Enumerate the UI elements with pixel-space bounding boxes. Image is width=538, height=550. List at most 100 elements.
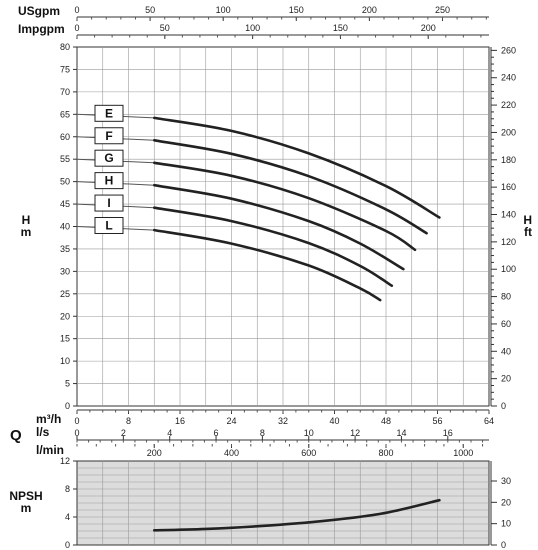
h-m-tick-label: 70	[60, 87, 70, 97]
impgpm-tick-label: 150	[333, 23, 348, 33]
npsh-ft-tick-label: 10	[501, 519, 511, 529]
head-curve-g	[153, 161, 417, 252]
ls-tick-label: 14	[396, 428, 406, 438]
h-m-tick-label: 50	[60, 177, 70, 187]
h-ft-tick-label: 240	[501, 73, 516, 83]
h-ft-tick-label: 80	[501, 292, 511, 302]
m3h-tick-label: 32	[278, 416, 288, 426]
curve-label-box-e	[94, 104, 124, 122]
h-m-tick-label: 60	[60, 132, 70, 142]
h-ft-tick-label: 160	[501, 182, 516, 192]
h-ft-axis-title: H	[523, 213, 532, 227]
ls-tick-label: 0	[74, 428, 79, 438]
lmin-unit-label: l/min	[36, 443, 64, 457]
lmin-tick-label: 200	[147, 448, 162, 458]
npsh-curve	[153, 498, 441, 532]
npsh-ft-tick-label: 20	[501, 497, 511, 507]
m3h-tick-label: 56	[432, 416, 442, 426]
curve-label-h: H	[105, 174, 114, 188]
h-m-axis-title: m	[21, 225, 32, 239]
h-m-tick-label: 40	[60, 222, 70, 232]
npsh-axis-title: NPSH	[9, 489, 42, 503]
impgpm-tick-label: 0	[74, 23, 79, 33]
npsh-m-tick-label: 0	[65, 540, 70, 550]
h-ft-tick-label: 120	[501, 237, 516, 247]
head-curve-f	[153, 139, 428, 235]
ls-tick-label: 10	[304, 428, 314, 438]
curve-label-box-i	[94, 194, 124, 212]
h-m-tick-label: 25	[60, 289, 70, 299]
ls-tick-label: 6	[214, 428, 219, 438]
h-ft-tick-label: 180	[501, 155, 516, 165]
h-m-tick-label: 80	[60, 42, 70, 52]
h-ft-tick-label: 0	[501, 401, 506, 411]
h-m-tick-label: 5	[65, 379, 70, 389]
h-ft-tick-label: 100	[501, 264, 516, 274]
usgpm-tick-label: 100	[216, 5, 231, 15]
impgpm-tick-label: 50	[160, 23, 170, 33]
lmin-tick-label: 1000	[453, 448, 473, 458]
lmin-tick-label: 400	[224, 448, 239, 458]
h-m-tick-label: 65	[60, 109, 70, 119]
ls-tick-label: 4	[167, 428, 172, 438]
curve-label-g: G	[104, 151, 113, 165]
m3h-tick-label: 24	[226, 416, 236, 426]
h-m-tick-label: 35	[60, 244, 70, 254]
curve-label-f: F	[105, 129, 112, 143]
h-m-tick-label: 75	[60, 64, 70, 74]
usgpm-tick-label: 150	[289, 5, 304, 15]
usgpm-unit-label: USgpm	[18, 4, 60, 18]
h-ft-tick-label: 40	[501, 346, 511, 356]
m3h-tick-label: 0	[74, 416, 79, 426]
usgpm-tick-label: 50	[145, 5, 155, 15]
h-ft-tick-label: 220	[501, 100, 516, 110]
lmin-tick-label: 600	[301, 448, 316, 458]
npsh-axis-title: m	[21, 501, 32, 515]
ls-tick-label: 16	[443, 428, 453, 438]
impgpm-unit-label: Impgpm	[18, 22, 65, 36]
usgpm-tick-label: 250	[435, 5, 450, 15]
ls-tick-label: 8	[260, 428, 265, 438]
curve-label-box-f	[94, 127, 124, 145]
ls-tick-label: 12	[350, 428, 360, 438]
h-m-tick-label: 45	[60, 199, 70, 209]
head-curve-i	[153, 206, 394, 287]
ls-unit-label: l/s	[36, 425, 50, 439]
impgpm-tick-label: 200	[421, 23, 436, 33]
curve-label-box-g	[94, 149, 124, 167]
m3h-tick-label: 40	[329, 416, 339, 426]
head-curve-h	[153, 183, 405, 271]
h-ft-tick-label: 20	[501, 374, 511, 384]
curve-label-l: L	[105, 219, 112, 233]
h-ft-axis-title: ft	[524, 225, 532, 239]
q-label: Q	[10, 427, 22, 444]
lmin-tick-label: 800	[378, 448, 393, 458]
impgpm-tick-label: 100	[245, 23, 260, 33]
m3h-tick-label: 16	[175, 416, 185, 426]
usgpm-tick-label: 0	[74, 5, 79, 15]
m3h-unit-label: m³/h	[36, 412, 61, 426]
h-m-tick-label: 55	[60, 154, 70, 164]
h-ft-tick-label: 60	[501, 319, 511, 329]
npsh-ft-tick-label: 30	[501, 476, 511, 486]
npsh-ft-tick-label: 0	[501, 540, 506, 550]
npsh-m-tick-label: 4	[65, 512, 70, 522]
h-m-tick-label: 10	[60, 356, 70, 366]
curve-label-box-h	[94, 172, 124, 190]
head-curve-e	[153, 116, 441, 219]
m3h-tick-label: 48	[381, 416, 391, 426]
h-ft-tick-label: 140	[501, 210, 516, 220]
h-m-tick-label: 20	[60, 311, 70, 321]
head-curve-l	[153, 228, 382, 302]
h-m-tick-label: 30	[60, 266, 70, 276]
h-m-tick-label: 15	[60, 334, 70, 344]
curve-label-box-l	[94, 217, 124, 234]
m3h-tick-label: 64	[484, 416, 494, 426]
h-ft-tick-label: 200	[501, 127, 516, 137]
h-ft-tick-label: 260	[501, 45, 516, 55]
ls-tick-label: 2	[121, 428, 126, 438]
npsh-m-tick-label: 12	[60, 456, 70, 466]
npsh-m-tick-label: 8	[65, 484, 70, 494]
curve-label-e: E	[105, 106, 113, 120]
